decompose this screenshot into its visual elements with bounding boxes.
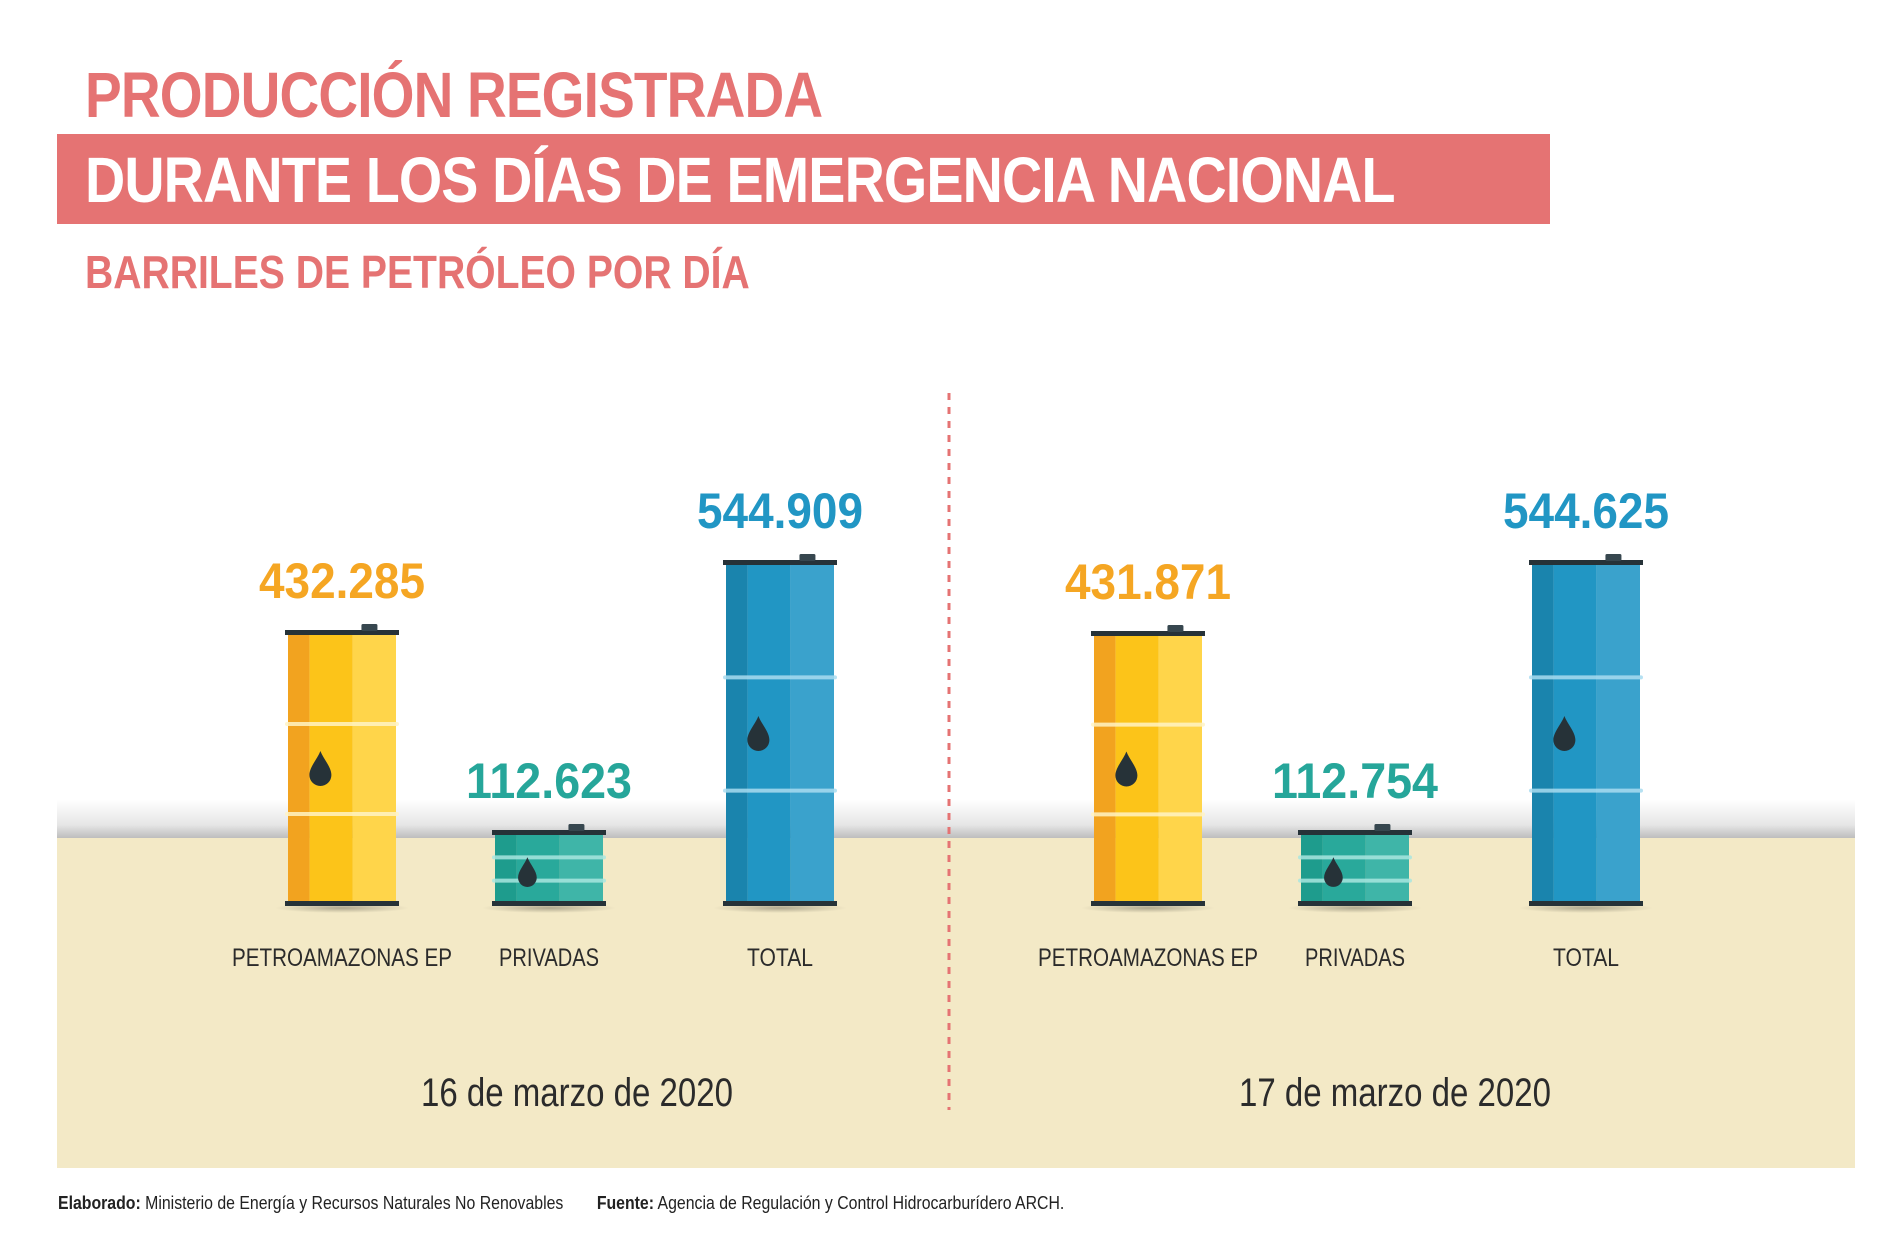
barrel-bottom-rim xyxy=(1298,901,1412,906)
barrel-hoop xyxy=(285,722,399,726)
bar-total xyxy=(1532,564,1554,904)
footer-elaborado-label: Elaborado: xyxy=(58,1193,141,1213)
category-label-total: TOTAL xyxy=(747,944,813,972)
barrel-bottom-rim xyxy=(285,901,399,906)
barrel-petroamazonas-ep xyxy=(1081,625,1215,913)
value-label-total: 544.625 xyxy=(1503,483,1669,539)
barrel-top-rim xyxy=(1298,830,1412,835)
oil-drop-icon xyxy=(747,716,770,751)
barrel-privadas xyxy=(482,824,616,913)
barrel-hoop xyxy=(723,788,837,793)
date-label-2: 17 de marzo de 2020 xyxy=(1239,1071,1551,1115)
barrel-bottom-rim xyxy=(723,901,837,906)
title-line-1: PRODUCCIÓN REGISTRADA xyxy=(85,59,823,131)
barrel-cap xyxy=(799,554,816,561)
barrel-hoop xyxy=(1091,722,1205,727)
subtitle: BARRILES DE PETRÓLEO POR DÍA xyxy=(85,246,750,298)
category-label-petroamazonas-ep: PETROAMAZONAS EP xyxy=(232,944,452,972)
footer-fuente-label: Fuente: xyxy=(596,1193,655,1213)
barrel-top-rim xyxy=(1529,560,1643,565)
barrel-body-light xyxy=(1158,635,1202,904)
barrel-cap xyxy=(1605,554,1622,561)
value-label-petroamazonas-ep: 431.871 xyxy=(1065,554,1231,610)
value-label-total: 544.909 xyxy=(697,483,863,539)
barrel-body-light xyxy=(1365,834,1409,904)
category-label-privadas: PRIVADAS xyxy=(499,944,599,972)
oil-drop-icon xyxy=(518,857,537,887)
barrel-hoop xyxy=(1298,878,1412,883)
value-label-privadas: 112.623 xyxy=(466,753,632,809)
barrel-hoop xyxy=(492,878,606,883)
title-band xyxy=(57,134,1550,224)
barrel-body-light xyxy=(559,834,603,904)
category-label-total: TOTAL xyxy=(1553,944,1619,972)
barrel-hoop xyxy=(285,812,399,816)
category-label-petroamazonas-ep: PETROAMAZONAS EP xyxy=(1038,944,1258,972)
barrel-cap xyxy=(1167,625,1184,632)
barrel-top-rim xyxy=(723,560,837,565)
value-label-petroamazonas-ep: 432.285 xyxy=(259,553,425,609)
barrel-body-light xyxy=(790,564,834,904)
oil-drop-icon xyxy=(1115,751,1138,787)
footer: Elaborado: Ministerio de Energía y Recur… xyxy=(58,1193,1064,1214)
bar-privadas xyxy=(1301,834,1323,904)
barrel-petroamazonas-ep xyxy=(275,624,409,913)
bar-petroamazonas-ep xyxy=(288,634,310,904)
barrel-body-light xyxy=(1596,564,1640,904)
barrel-body-light xyxy=(352,634,396,904)
chart-group-2: 431.871 PETROAMAZONAS EP 112.754 PRIVADAS 54… xyxy=(1038,483,1669,1115)
barrel-cap xyxy=(1374,824,1391,831)
barrel-total xyxy=(713,554,847,913)
barrel-cap xyxy=(361,624,378,631)
footer-fuente-text: Agencia de Regulación y Control Hidrocar… xyxy=(657,1193,1065,1213)
barrel-top-rim xyxy=(285,630,399,635)
title-line-2: DURANTE LOS DÍAS DE EMERGENCIA NACIONAL xyxy=(85,144,1396,216)
barrel-hoop xyxy=(1529,788,1643,793)
oil-drop-icon xyxy=(1553,716,1576,751)
chart-group-1: 432.285 PETROAMAZONAS EP 112.623 PRIVADAS 54… xyxy=(232,483,863,1115)
barrel-hoop xyxy=(1091,812,1205,817)
oil-drop-icon xyxy=(309,751,332,786)
footer-elaborado-text: Ministerio de Energía y Recursos Natural… xyxy=(145,1193,564,1213)
barrel-bottom-rim xyxy=(1091,901,1205,906)
category-label-privadas: PRIVADAS xyxy=(1305,944,1405,972)
bar-petroamazonas-ep xyxy=(1094,635,1116,904)
barrel-top-rim xyxy=(1091,631,1205,636)
bar-total xyxy=(726,564,748,904)
date-label-1: 16 de marzo de 2020 xyxy=(421,1071,733,1115)
barrel-hoop xyxy=(1298,855,1412,860)
barrel-bottom-rim xyxy=(492,901,606,906)
barrel-hoop xyxy=(723,675,837,680)
barrel-bottom-rim xyxy=(1529,901,1643,906)
barrel-cap xyxy=(568,824,585,831)
barrel-privadas xyxy=(1288,824,1422,913)
barrel-hoop xyxy=(1529,675,1643,680)
oil-drop-icon xyxy=(1324,857,1343,887)
barrel-top-rim xyxy=(492,830,606,835)
barrel-hoop xyxy=(492,855,606,860)
barrel-total xyxy=(1519,554,1653,913)
value-label-privadas: 112.754 xyxy=(1272,753,1438,809)
bar-privadas xyxy=(495,834,517,904)
